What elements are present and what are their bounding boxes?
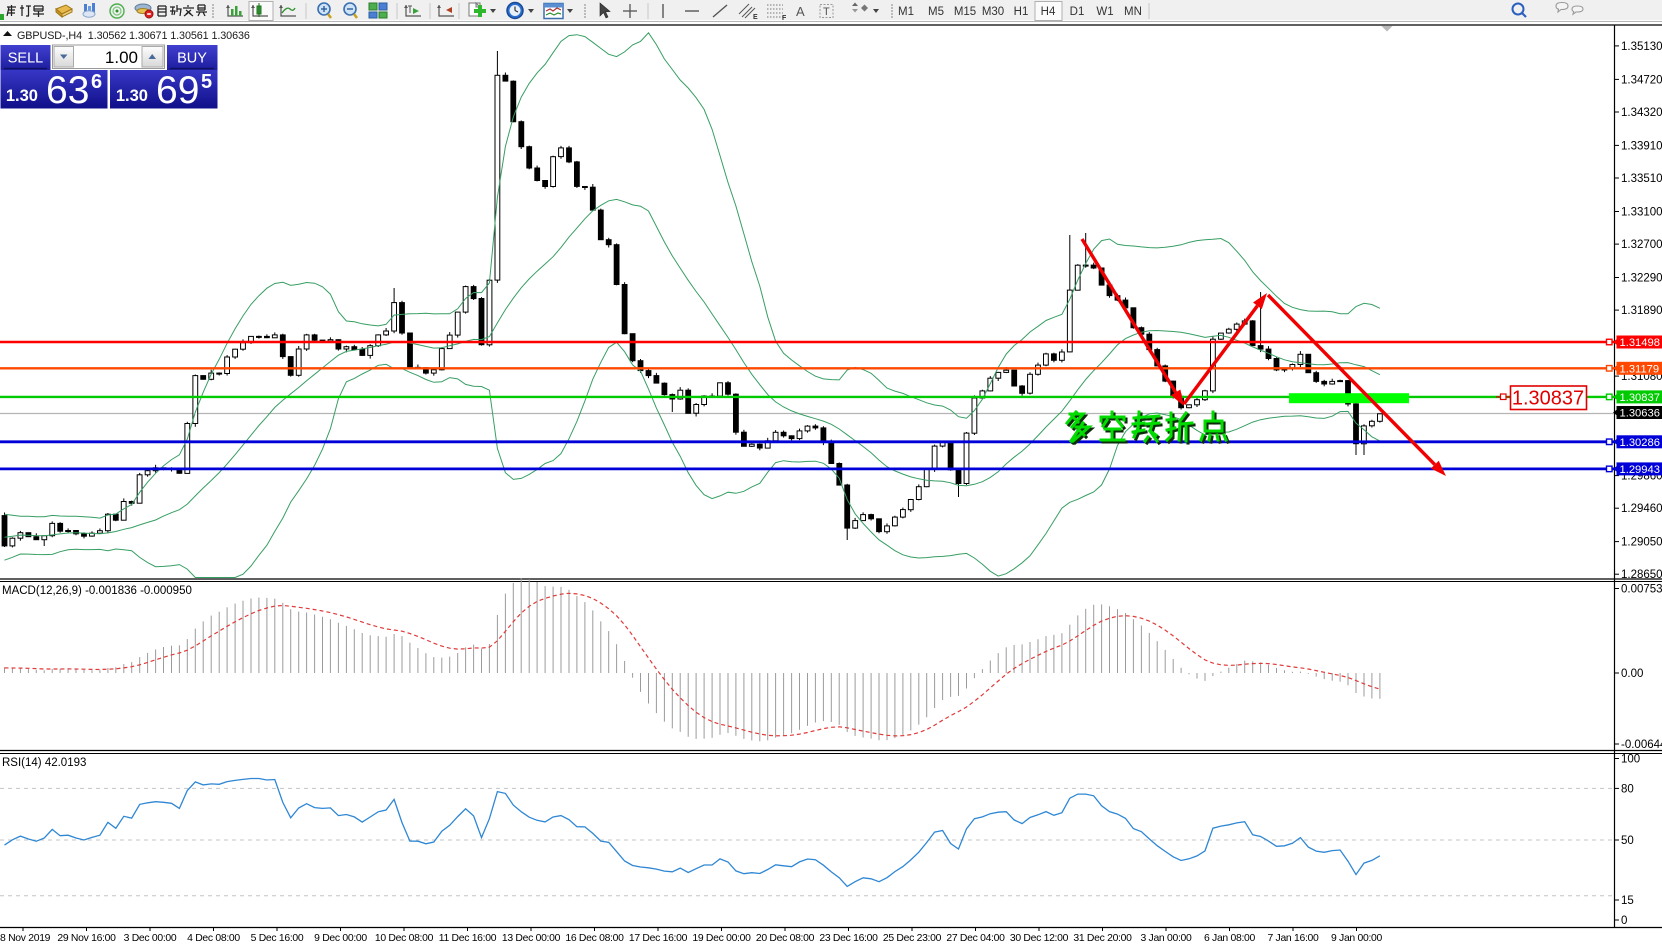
svg-text:7 Jan 16:00: 7 Jan 16:00 <box>1267 933 1319 944</box>
svg-text:29 Nov 16:00: 29 Nov 16:00 <box>57 933 116 944</box>
svg-text:8 Nov 2019: 8 Nov 2019 <box>0 933 51 944</box>
svg-text:E: E <box>753 14 758 21</box>
svg-text:RSI(14) 42.0193: RSI(14) 42.0193 <box>2 757 86 769</box>
svg-text:1.33910: 1.33910 <box>1621 140 1662 152</box>
svg-text:6: 6 <box>91 71 102 93</box>
svg-text:1.34320: 1.34320 <box>1621 107 1662 119</box>
svg-text:MACD(12,26,9) -0.001836 -0.000: MACD(12,26,9) -0.001836 -0.000950 <box>2 585 192 597</box>
svg-text:1.33100: 1.33100 <box>1621 207 1662 219</box>
svg-text:69: 69 <box>156 69 199 112</box>
svg-text:0: 0 <box>1621 915 1627 927</box>
svg-text:6 Jan 08:00: 6 Jan 08:00 <box>1204 933 1256 944</box>
svg-text:-0.006446: -0.006446 <box>1621 739 1662 751</box>
svg-text:9 Dec 00:00: 9 Dec 00:00 <box>314 933 367 944</box>
svg-text:80: 80 <box>1621 783 1634 795</box>
svg-text:BUY: BUY <box>177 51 207 67</box>
svg-text:4 Dec 08:00: 4 Dec 08:00 <box>187 933 240 944</box>
svg-text:SELL: SELL <box>8 51 43 67</box>
svg-text:W1: W1 <box>1096 6 1113 18</box>
svg-text:19 Dec 00:00: 19 Dec 00:00 <box>692 933 751 944</box>
svg-text:H4: H4 <box>1041 6 1056 18</box>
svg-text:M15: M15 <box>954 6 976 18</box>
svg-text:1.34720: 1.34720 <box>1621 74 1662 86</box>
svg-text:5: 5 <box>201 71 212 93</box>
svg-text:1.32290: 1.32290 <box>1621 273 1662 285</box>
svg-text:1.30286: 1.30286 <box>1620 437 1660 449</box>
svg-text:3 Jan 00:00: 3 Jan 00:00 <box>1140 933 1192 944</box>
svg-text:1.29460: 1.29460 <box>1621 503 1662 515</box>
svg-text:1.00: 1.00 <box>105 48 138 67</box>
svg-text:1.31498: 1.31498 <box>1620 337 1660 349</box>
svg-text:1.30: 1.30 <box>116 87 148 105</box>
svg-text:5 Dec 16:00: 5 Dec 16:00 <box>251 933 304 944</box>
svg-text:M5: M5 <box>928 6 944 18</box>
svg-text:1.33510: 1.33510 <box>1621 173 1662 185</box>
svg-text:16 Dec 08:00: 16 Dec 08:00 <box>565 933 624 944</box>
svg-text:1.29050: 1.29050 <box>1621 537 1662 549</box>
svg-text:H1: H1 <box>1014 6 1029 18</box>
svg-text:1.35130: 1.35130 <box>1621 41 1662 53</box>
svg-text:M30: M30 <box>982 6 1004 18</box>
svg-text:F: F <box>782 15 787 22</box>
svg-text:31 Dec 20:00: 31 Dec 20:00 <box>1073 933 1132 944</box>
svg-text:25 Dec 23:00: 25 Dec 23:00 <box>883 933 942 944</box>
svg-text:GBPUSD-,H4 1.30562 1.30671 1.: GBPUSD-,H4 1.30562 1.30671 1.30561 1.306… <box>17 30 250 42</box>
svg-text:63: 63 <box>46 69 89 112</box>
svg-text:1.31890: 1.31890 <box>1621 305 1662 317</box>
svg-text:13 Dec 00:00: 13 Dec 00:00 <box>502 933 561 944</box>
svg-text:10 Dec 08:00: 10 Dec 08:00 <box>375 933 434 944</box>
svg-text:1.29943: 1.29943 <box>1620 464 1660 476</box>
svg-text:T: T <box>823 6 830 18</box>
svg-text:0.00: 0.00 <box>1621 668 1643 680</box>
svg-text:1.28650: 1.28650 <box>1621 569 1662 581</box>
svg-text:1.30636: 1.30636 <box>1620 408 1660 420</box>
svg-text:20 Dec 08:00: 20 Dec 08:00 <box>756 933 815 944</box>
svg-text:1.30837: 1.30837 <box>1620 392 1660 404</box>
svg-text:100: 100 <box>1621 754 1640 766</box>
svg-text:MN: MN <box>1124 6 1142 18</box>
svg-text:1.32700: 1.32700 <box>1621 239 1662 251</box>
svg-text:A: A <box>796 4 805 19</box>
svg-text:17 Dec 16:00: 17 Dec 16:00 <box>629 933 688 944</box>
svg-text:M1: M1 <box>898 6 914 18</box>
svg-text:9 Jan 00:00: 9 Jan 00:00 <box>1331 933 1383 944</box>
svg-text:11 Dec 16:00: 11 Dec 16:00 <box>439 933 497 944</box>
svg-text:1.30: 1.30 <box>6 87 38 105</box>
svg-text:27 Dec 04:00: 27 Dec 04:00 <box>946 933 1005 944</box>
svg-text:1.31179: 1.31179 <box>1620 363 1660 375</box>
svg-text:15: 15 <box>1621 895 1634 907</box>
svg-text:D1: D1 <box>1070 6 1085 18</box>
svg-text:0.007538: 0.007538 <box>1621 584 1662 596</box>
svg-text:1.30837: 1.30837 <box>1512 388 1584 410</box>
svg-text:23 Dec 16:00: 23 Dec 16:00 <box>819 933 878 944</box>
svg-text:3 Dec 00:00: 3 Dec 00:00 <box>124 933 177 944</box>
svg-text:50: 50 <box>1621 835 1634 847</box>
svg-text:30 Dec 12:00: 30 Dec 12:00 <box>1010 933 1069 944</box>
